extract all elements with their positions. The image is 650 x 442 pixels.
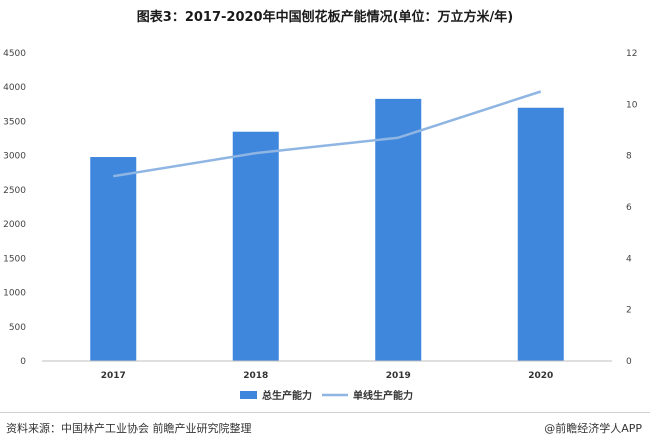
- line-series: [113, 91, 541, 176]
- y-right-tick-label: 6: [626, 203, 632, 213]
- line-path: [113, 92, 541, 177]
- y-right-tick-label: 0: [626, 357, 632, 367]
- y-left-tick-label: 0: [20, 357, 26, 367]
- brand-credit: @前瞻经济学人APP: [544, 420, 642, 436]
- legend-bar-swatch: [240, 391, 257, 399]
- bar-2020: [518, 108, 564, 361]
- legend-label-single: 单线生产能力: [353, 389, 413, 402]
- x-axis: 2017 2018 2019 2020: [42, 361, 612, 381]
- y-right-tick-label: 2: [626, 306, 632, 316]
- y-axis-left: 0 500 1000 1500 2000 2500 3000 3500 4000 4500: [3, 49, 26, 367]
- y-left-tick-label: 4000: [3, 83, 26, 93]
- x-tick-label: 2019: [386, 371, 411, 381]
- chart: 0 500 1000 1500 2000 2500 3000 3500 4000 4500 0 2 4…: [0, 0, 650, 412]
- y-right-tick-label: 12: [626, 49, 637, 59]
- bar-2018: [233, 132, 279, 361]
- y-right-tick-label: 8: [626, 152, 632, 162]
- y-left-tick-label: 3000: [3, 152, 26, 162]
- legend-label-total: 总生产能力: [262, 389, 312, 402]
- source-note: 资料来源：中国林产工业协会 前瞻产业研究院整理: [6, 420, 252, 436]
- legend: 总生产能力 单线生产能力: [240, 389, 413, 402]
- y-left-tick-label: 2000: [3, 220, 26, 230]
- y-right-tick-label: 4: [626, 254, 632, 264]
- y-left-tick-label: 1500: [3, 254, 26, 264]
- y-axis-right: 0 2 4 6 8 10 12: [626, 49, 638, 367]
- footer: 资料来源：中国林产工业协会 前瞻产业研究院整理 @前瞻经济学人APP: [0, 412, 650, 442]
- x-tick-label: 2018: [243, 371, 268, 381]
- bar-series: [90, 99, 564, 361]
- x-tick-label: 2020: [528, 371, 553, 381]
- y-right-tick-label: 10: [626, 100, 638, 110]
- x-tick-label: 2017: [101, 371, 126, 381]
- y-left-tick-label: 2500: [3, 186, 26, 196]
- bar-2017: [90, 157, 136, 361]
- y-left-tick-label: 500: [9, 323, 26, 333]
- y-left-tick-label: 3500: [3, 117, 26, 127]
- y-left-tick-label: 4500: [3, 49, 26, 59]
- y-left-tick-label: 1000: [3, 289, 26, 299]
